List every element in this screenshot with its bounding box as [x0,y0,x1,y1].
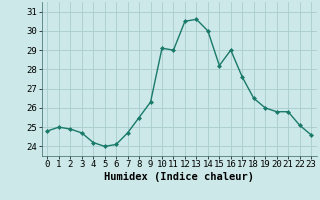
X-axis label: Humidex (Indice chaleur): Humidex (Indice chaleur) [104,172,254,182]
